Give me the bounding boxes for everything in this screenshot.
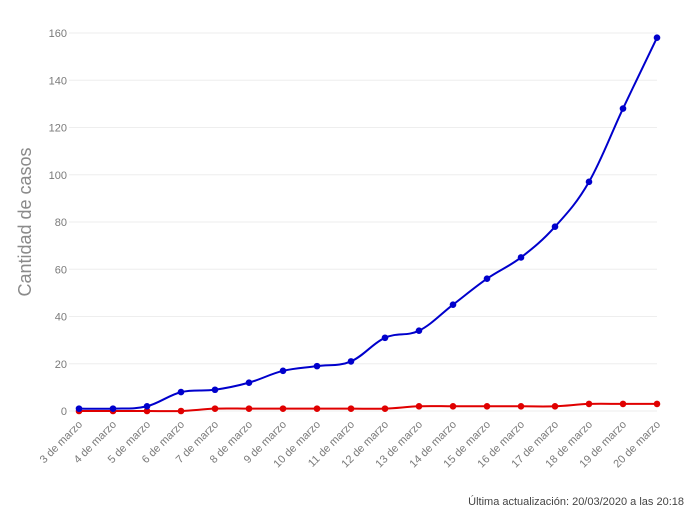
series-layer [75,34,661,415]
y-axis-ticks: 0 20 40 60 80 100 120 140 160 [49,28,67,418]
series-2-point-12 [449,402,457,410]
y-tick-label-40: 40 [55,312,67,324]
grid-lines [69,32,657,412]
series-1-point-3 [143,402,151,410]
series-2-point-4 [177,407,185,415]
series-2-point-9 [347,405,355,412]
series-2-point-16 [585,400,593,408]
y-tick-label-140: 140 [49,75,67,87]
y-tick-label-120: 120 [49,123,67,135]
last-update-note: Última actualización: 20/03/2020 a las 2… [468,496,684,508]
series-1-point-9 [347,358,355,365]
series-1-point-13 [483,275,491,283]
series-1-point-4 [177,388,185,396]
series-1-line [78,37,658,410]
series-1-point-18 [653,34,661,42]
series-1-point-15 [551,223,559,231]
y-tick-label-80: 80 [55,217,67,229]
series-2-point-5 [211,405,219,412]
series-2-point-13 [483,402,491,410]
series-2-line [78,402,657,413]
series-1-point-17 [619,105,627,112]
series-1-point-1 [75,405,83,412]
series-2-point-8 [313,405,321,412]
y-tick-label-0: 0 [61,406,67,418]
y-tick-label-160: 160 [49,28,67,40]
y-tick-label-20: 20 [55,359,67,371]
series-1-point-10 [381,334,389,342]
series-1-point-8 [313,362,321,370]
series-2-point-3 [143,407,151,415]
series-2-point-10 [381,405,389,412]
series-1-point-14 [517,254,525,261]
series-2-point-7 [279,405,287,412]
series-2-point-14 [517,402,525,410]
series-1-point-12 [449,301,457,308]
series-2-point-11 [415,402,423,410]
series-2-point-15 [551,402,559,410]
series-2 [75,400,661,415]
y-tick-label-100: 100 [49,170,67,182]
series-1-point-5 [211,386,219,394]
series-1-point-16 [585,178,593,186]
series-1-point-6 [245,379,253,386]
series-2-point-18 [653,400,661,408]
y-axis-label: Cantidad de casos [15,147,35,296]
series-2-point-17 [619,400,627,408]
series-1-point-7 [279,367,287,375]
series-2-point-6 [245,405,253,412]
series-1 [75,34,661,412]
series-1-point-2 [109,405,117,412]
y-tick-label-60: 60 [55,264,67,276]
series-1-point-11 [415,327,423,334]
